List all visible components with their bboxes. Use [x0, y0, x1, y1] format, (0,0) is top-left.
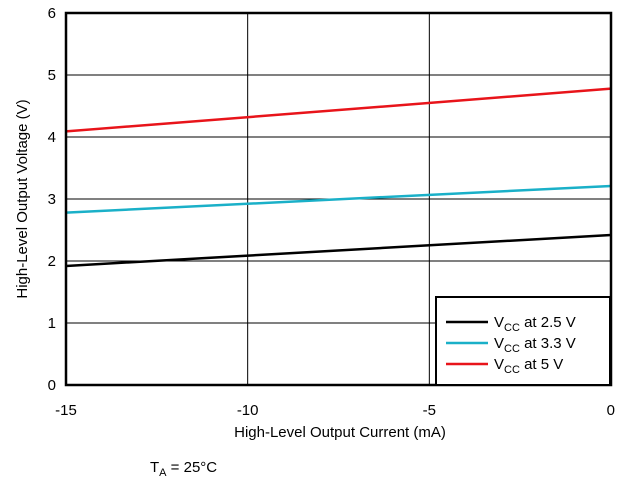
legend-label-1: VCC at 2.5 V	[494, 314, 576, 334]
series-line-2	[65, 184, 612, 214]
x-axis-title: High-Level Output Current (mA)	[234, 424, 446, 441]
y-ticks: 0 1 2 3 4 5 6	[48, 5, 56, 394]
x-tick-label: -5	[423, 402, 436, 419]
legend-box	[435, 296, 611, 386]
y-tick-label: 5	[48, 67, 56, 84]
y-tick-label: 6	[48, 5, 56, 22]
y-axis-title: High-Level Output Voltage (V)	[14, 99, 31, 298]
y-tick-label: 0	[48, 377, 56, 394]
x-tick-label: -15	[55, 402, 77, 419]
series-layer	[65, 87, 612, 268]
legend-label-2: VCC at 3.3 V	[494, 335, 576, 355]
y-tick-label: 1	[48, 315, 56, 332]
annotation-sub: A	[159, 467, 167, 479]
y-tick-label: 2	[48, 253, 56, 270]
plot-frame	[64, 11, 613, 387]
x-ticks: -15 -10 -5 0	[55, 402, 615, 419]
legend-label-3: VCC at 5 V	[494, 356, 563, 376]
temperature-annotation: TA = 25°C	[150, 459, 217, 479]
annotation-rest: = 25°C	[167, 459, 218, 476]
annotation-main: T	[150, 459, 159, 476]
series-line-1	[65, 233, 612, 268]
y-tick-label: 3	[48, 191, 56, 208]
y-tick-label: 4	[48, 129, 56, 146]
x-tick-label: 0	[607, 402, 615, 419]
x-tick-label: -10	[237, 402, 259, 419]
series-line-3	[65, 87, 612, 133]
